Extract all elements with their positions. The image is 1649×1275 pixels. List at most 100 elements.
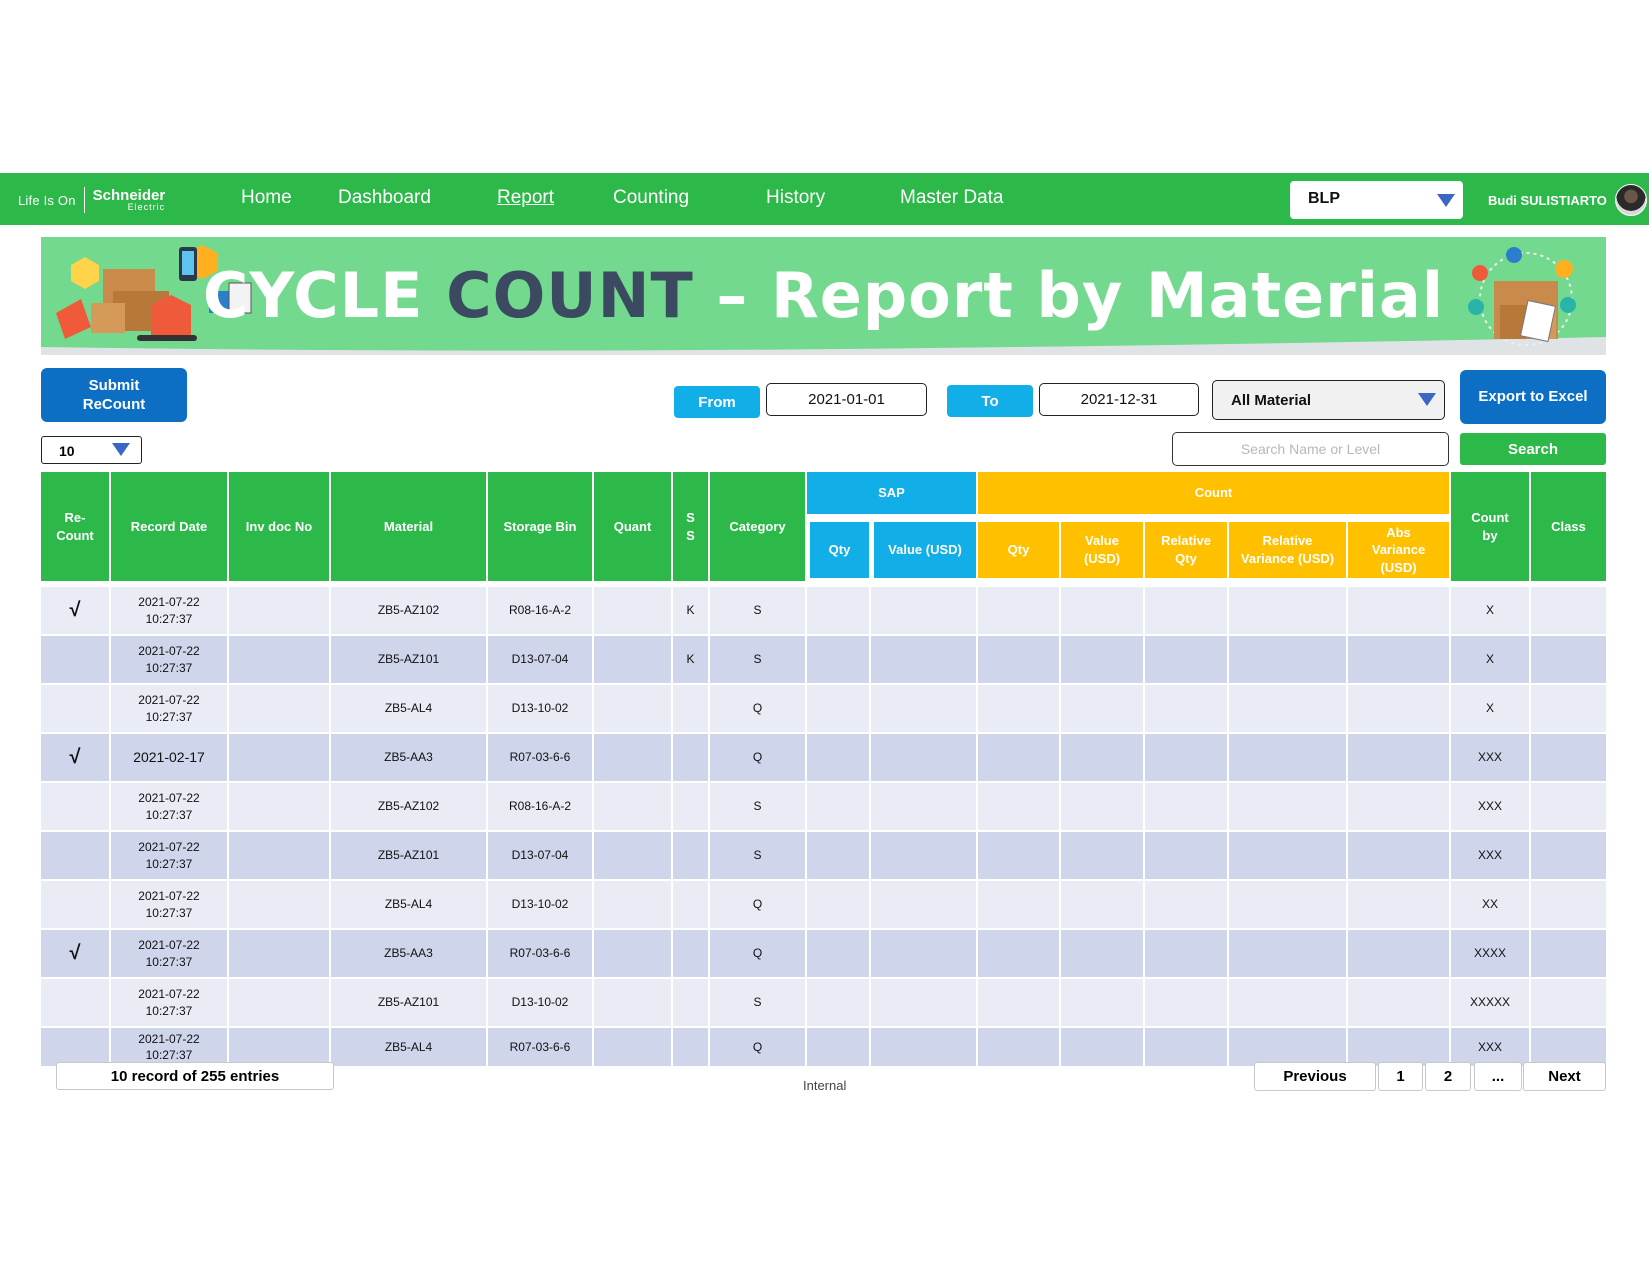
table-cell (1348, 930, 1449, 977)
table-cell (1229, 685, 1346, 732)
count-by-cell: X (1451, 636, 1529, 683)
site-select-value: BLP (1308, 190, 1340, 207)
pagination-page-2[interactable]: 2 (1425, 1062, 1471, 1091)
site-select[interactable]: BLP (1290, 181, 1463, 219)
storage-bin-cell: D13-07-04 (488, 636, 592, 683)
search-button[interactable]: Search (1460, 433, 1606, 465)
table-cell (1348, 685, 1449, 732)
entries-info: 10 record of 255 entries (56, 1062, 334, 1090)
pagination-page-1[interactable]: 1 (1378, 1062, 1423, 1091)
table-cell (807, 1028, 869, 1066)
table-cell (807, 636, 869, 683)
table-cell (871, 881, 976, 928)
table-cell (1531, 636, 1606, 683)
category-cell: Q (710, 1028, 805, 1066)
export-excel-button[interactable]: Export to Excel (1460, 370, 1606, 424)
nav-counting[interactable]: Counting (613, 187, 690, 208)
storage-bin-cell: R08-16-A-2 (488, 783, 592, 830)
table-cell (229, 587, 329, 634)
nav-history[interactable]: History (766, 187, 826, 208)
count-by-cell: XXXXX (1451, 979, 1529, 1026)
table-cell (1229, 734, 1346, 781)
header-ss: S S (673, 472, 708, 581)
header-inv-doc: Inv doc No (229, 472, 329, 581)
page-length-select[interactable]: 10 (41, 436, 142, 464)
category-cell: Q (710, 881, 805, 928)
table-cell (1531, 930, 1606, 977)
storage-bin-cell: D13-10-02 (488, 979, 592, 1026)
nav-home[interactable]: Home (241, 187, 292, 208)
table-cell (1145, 783, 1227, 830)
recount-cell[interactable] (41, 636, 109, 683)
warehouse-illustration-left (56, 245, 252, 341)
recount-cell[interactable] (41, 1028, 109, 1066)
table-cell (871, 636, 976, 683)
brand-tagline: Life Is On (18, 192, 76, 208)
title-part-count: COUNT (446, 259, 694, 332)
table-cell (1145, 979, 1227, 1026)
table-cell (978, 587, 1059, 634)
category-cell: S (710, 783, 805, 830)
recount-cell[interactable] (41, 832, 109, 879)
table-cell (1229, 832, 1346, 879)
table-cell (1531, 734, 1606, 781)
to-date-input[interactable]: 2021-12-31 (1039, 383, 1199, 416)
nav-master-data[interactable]: Master Data (900, 187, 1004, 208)
search-input[interactable]: Search Name or Level (1172, 432, 1449, 466)
record-date-cell: 2021-07-22 10:27:37 (111, 783, 227, 830)
category-cell: S (710, 979, 805, 1026)
table-cell (1061, 930, 1143, 977)
material-cell: ZB5-AZ101 (331, 979, 486, 1026)
nav-report[interactable]: Report (497, 187, 555, 208)
material-filter-select[interactable]: All Material (1212, 380, 1445, 420)
table-cell (871, 930, 976, 977)
header-rel-qty: Relative Qty (1145, 522, 1227, 578)
header-quant: Quant (594, 472, 671, 581)
table-cell (1348, 783, 1449, 830)
title-part-report: – Report by Material (693, 259, 1445, 332)
table-cell (1061, 979, 1143, 1026)
avatar (1614, 184, 1647, 216)
header-record-date: Record Date (111, 472, 227, 581)
brand-logo[interactable]: Life Is On Schneider Electric (18, 187, 165, 213)
nav-dashboard[interactable]: Dashboard (338, 187, 431, 208)
header-material: Material (331, 472, 486, 581)
recount-cell[interactable]: √ (41, 734, 109, 781)
table-cell (1348, 979, 1449, 1026)
table-cell (1531, 881, 1606, 928)
inventory-illustration-right (1468, 247, 1576, 346)
from-label: From (674, 386, 760, 418)
table-cell (594, 930, 671, 977)
table-cell (1531, 979, 1606, 1026)
recount-cell[interactable]: √ (41, 587, 109, 634)
recount-cell[interactable] (41, 881, 109, 928)
header-class: Class (1531, 472, 1606, 581)
table-cell (229, 979, 329, 1026)
submit-recount-button[interactable]: Submit ReCount (41, 368, 187, 422)
title-part-cycle: CYCLE (202, 259, 447, 332)
table-cell (1531, 685, 1606, 732)
table-cell (1061, 881, 1143, 928)
recount-cell[interactable] (41, 783, 109, 830)
recount-cell[interactable]: √ (41, 930, 109, 977)
table-cell (1348, 734, 1449, 781)
table-cell (594, 979, 671, 1026)
storage-bin-cell: D13-10-02 (488, 685, 592, 732)
from-date-input[interactable]: 2021-01-01 (766, 383, 927, 416)
count-by-cell: XXX (1451, 783, 1529, 830)
header-cnt-qty: Qty (978, 522, 1059, 578)
recount-cell[interactable] (41, 979, 109, 1026)
brand-name: Schneider (92, 187, 166, 204)
table-cell (229, 832, 329, 879)
header-sap-value: Value (USD) (874, 522, 976, 578)
table-cell (807, 832, 869, 879)
recount-cell[interactable] (41, 685, 109, 732)
pagination-previous-button[interactable]: Previous (1254, 1062, 1376, 1091)
classification-label: Internal (803, 1078, 847, 1093)
user-profile[interactable]: Budi SULISTIARTO (1488, 180, 1647, 220)
storage-bin-cell: D13-07-04 (488, 832, 592, 879)
table-cell (1348, 1028, 1449, 1066)
table-cell (978, 930, 1059, 977)
pagination-next-button[interactable]: Next (1523, 1062, 1606, 1091)
